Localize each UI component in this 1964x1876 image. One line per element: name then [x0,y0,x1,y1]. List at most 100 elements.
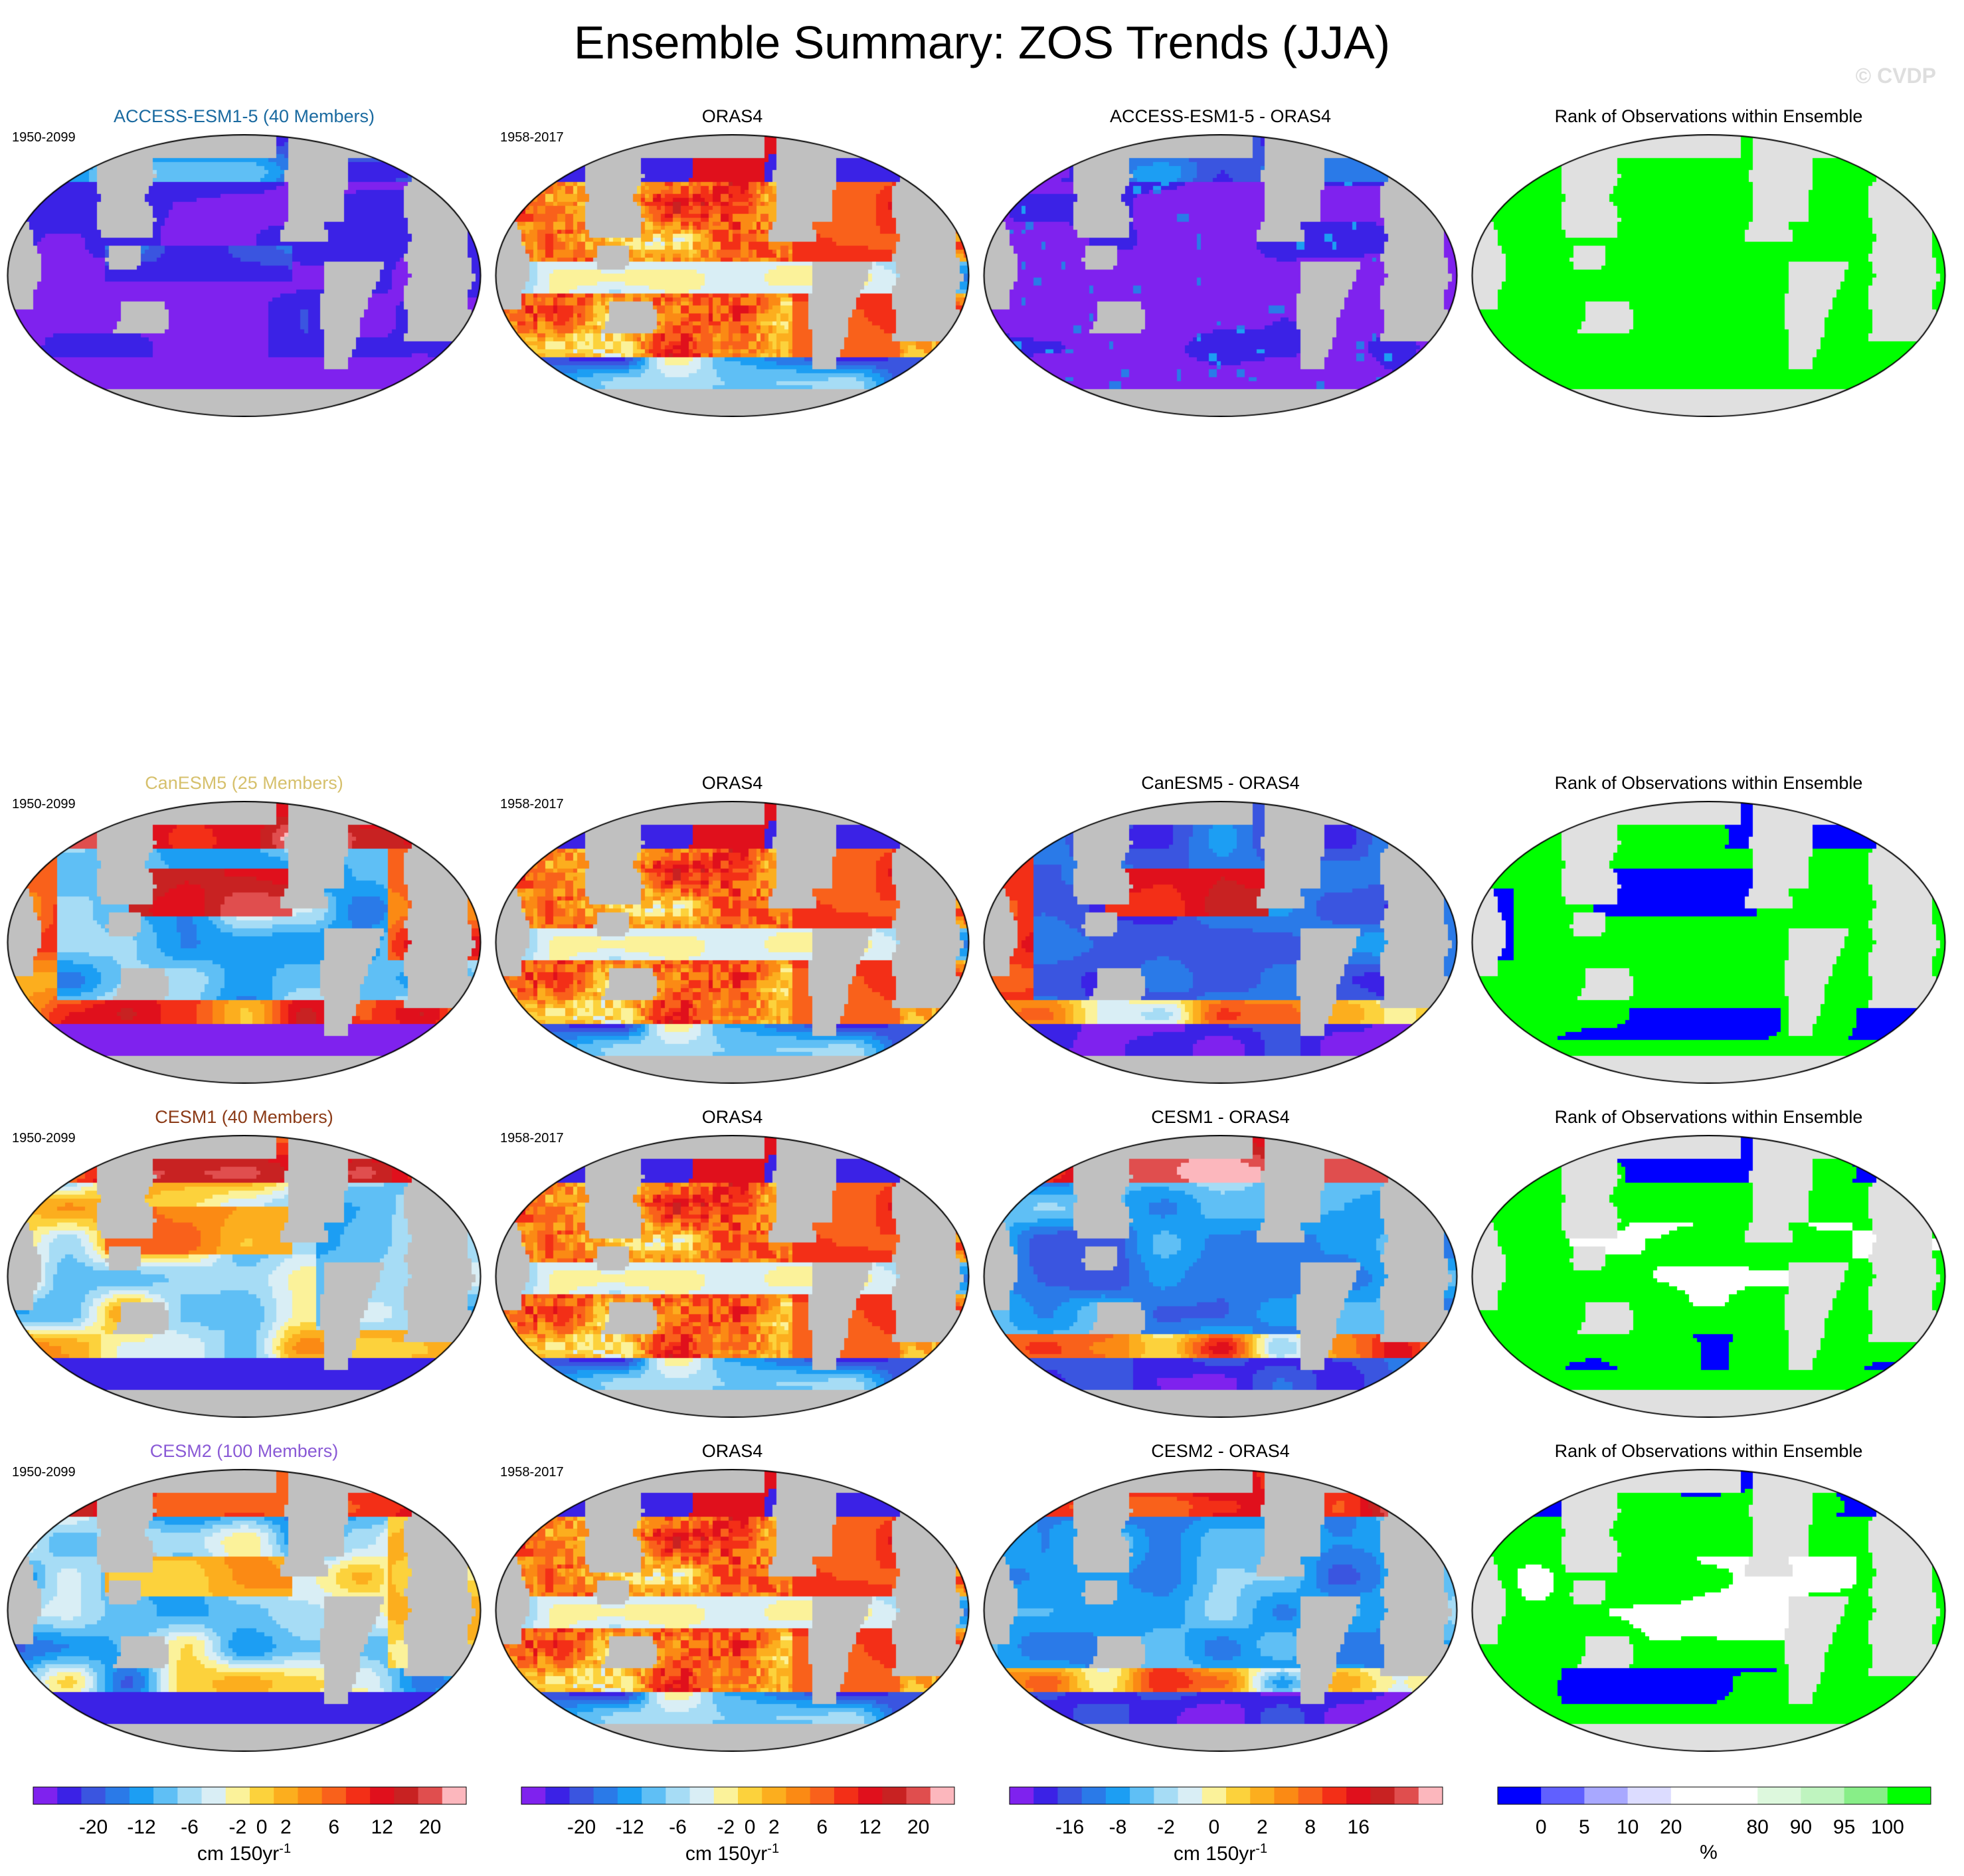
map-trend [5,801,483,1084]
colorbar-swatch [713,1787,739,1804]
colorbar-tick-label: 0 [256,1816,268,1838]
colorbar-unit: % [1465,1841,1953,1864]
colorbar-difference: -16 -8 -2 0 2 8 16 cm 150yr-1 [976,1783,1465,1873]
colorbar-unit-text: % [1700,1841,1718,1863]
colorbar-unit: cm 150yr-1 [488,1841,976,1865]
colorbar-swatch [569,1787,594,1804]
colorbar-swatch [930,1787,955,1804]
colorbar-tick-label: 20 [907,1816,929,1838]
panel-title: ORAS4 [701,1441,763,1461]
map-diff [982,1469,1459,1752]
colorbar-swatch [153,1787,178,1804]
panel-title: CanESM5 (25 Members) [145,773,343,793]
colorbar-tick-label: 6 [816,1816,828,1838]
colorbar-tick-label: 10 [1617,1816,1639,1838]
map-trend [493,1469,971,1752]
panel-title: CESM1 - ORAS4 [1151,1107,1290,1127]
colorbar-swatch [834,1787,859,1804]
colorbar-swatch [201,1787,226,1804]
colorbar-swatch [442,1787,467,1804]
colorbar-swatch [1418,1787,1443,1804]
colorbar-swatch [321,1787,347,1804]
panel-title: ORAS4 [701,1107,763,1127]
colorbar-swatch [1298,1787,1323,1804]
colorbar-swatch [81,1787,106,1804]
colorbar-tick-label: 12 [371,1816,393,1838]
colorbar-swatch [1057,1787,1083,1804]
colorbar-tick-label: -2 [1157,1816,1175,1838]
colorbar-swatch [1498,1787,1542,1804]
colorbar-swatch [1844,1787,1888,1804]
colorbar-tick-label: 0 [745,1816,756,1838]
map-panel: Rank of Observations within Ensemble [1465,1106,1953,1431]
colorbar-tick-label: 90 [1790,1816,1812,1838]
map-panel: Rank of Observations within Ensemble [1465,105,1953,430]
map-panel: ACCESS-ESM1-5 (40 Members)1950-2099 [0,105,488,430]
map-panel: ORAS41958-2017 [488,1106,976,1431]
colorbar-swatch [1394,1787,1419,1804]
map-rank [1470,801,1947,1084]
colorbar-tick-label: -6 [669,1816,687,1838]
colorbar-swatch [738,1787,762,1804]
colorbar-swatch [1801,1787,1845,1804]
map-panel: ORAS41958-2017 [488,1440,976,1765]
colorbar-swatch [906,1787,931,1804]
colorbar-tick-label: -8 [1109,1816,1127,1838]
colorbar-swatch [786,1787,811,1804]
colorbar-tick-label: 95 [1833,1816,1855,1838]
colorbar-swatch [1887,1787,1931,1804]
colorbar-tick-label: -20 [79,1816,108,1838]
colorbar-swatch [1178,1787,1203,1804]
colorbar-swatch [882,1787,907,1804]
map-panel: Rank of Observations within Ensemble [1465,772,1953,1097]
colorbar-tick-label: 100 [1871,1816,1904,1838]
colorbar-swatch [1033,1787,1058,1804]
map-trend [5,1469,483,1752]
colorbar-swatch [1322,1787,1347,1804]
colorbar-tick-label: 2 [1257,1816,1268,1838]
colorbar-swatch [1346,1787,1371,1804]
panel-title: CESM2 (100 Members) [149,1441,339,1461]
colorbar-tick-label: 5 [1579,1816,1590,1838]
panel-title: ORAS4 [701,106,763,126]
map-rank [1470,134,1947,417]
colorbar-unit-exponent: -1 [279,1841,292,1856]
map-trend [5,134,483,417]
colorbar-swatch [250,1787,274,1804]
colorbar-swatch [1584,1787,1629,1804]
colorbar-tick-label: 0 [1536,1816,1547,1838]
colorbar-swatch [858,1787,883,1804]
map-rank [1470,1135,1947,1418]
colorbar-tick-label: -12 [615,1816,644,1838]
colorbar-unit-text: cm 150yr [1173,1843,1256,1865]
colorbar-tick-label: -6 [181,1816,199,1838]
panel-title: Rank of Observations within Ensemble [1554,773,1863,793]
map-trend [493,134,971,417]
map-panel: CanESM5 (25 Members)1950-2099 [0,772,488,1097]
colorbar-tick-label: -16 [1055,1816,1084,1838]
page-title: Ensemble Summary: ZOS Trends (JJA) [573,17,1391,68]
colorbar-swatch [298,1787,323,1804]
map-diff [982,801,1459,1084]
colorbar-swatch [345,1787,371,1804]
colorbar-unit: cm 150yr-1 [976,1841,1465,1865]
colorbar-obs_trend: -20 -12 -6 -2 0 2 6 12 20 cm 150yr-1 [488,1783,976,1873]
map-panel: ORAS41958-2017 [488,105,976,430]
colorbar-swatch [177,1787,203,1804]
colorbar-swatch [1130,1787,1154,1804]
colorbar-frame [1009,1786,1443,1805]
map-panel: CESM2 (100 Members)1950-2099 [0,1440,488,1765]
colorbar-swatch [1627,1787,1672,1804]
colorbar-swatch [666,1787,691,1804]
map-row-cesm1: CESM1 (40 Members)1950-2099ORAS41958-201… [0,1106,1964,1438]
colorbar-swatch [1154,1787,1179,1804]
colorbar-swatch [1757,1787,1801,1804]
colorbar-swatch [129,1787,154,1804]
colorbar-swatch [418,1787,443,1804]
colorbar-unit-text: cm 150yr [197,1843,280,1865]
colorbar-swatch [810,1787,835,1804]
map-panel: ACCESS-ESM1-5 - ORAS4 [976,105,1465,430]
colorbar-frame [521,1786,955,1805]
colorbar-swatch [545,1787,570,1804]
panel-title: ACCESS-ESM1-5 (40 Members) [113,106,375,126]
